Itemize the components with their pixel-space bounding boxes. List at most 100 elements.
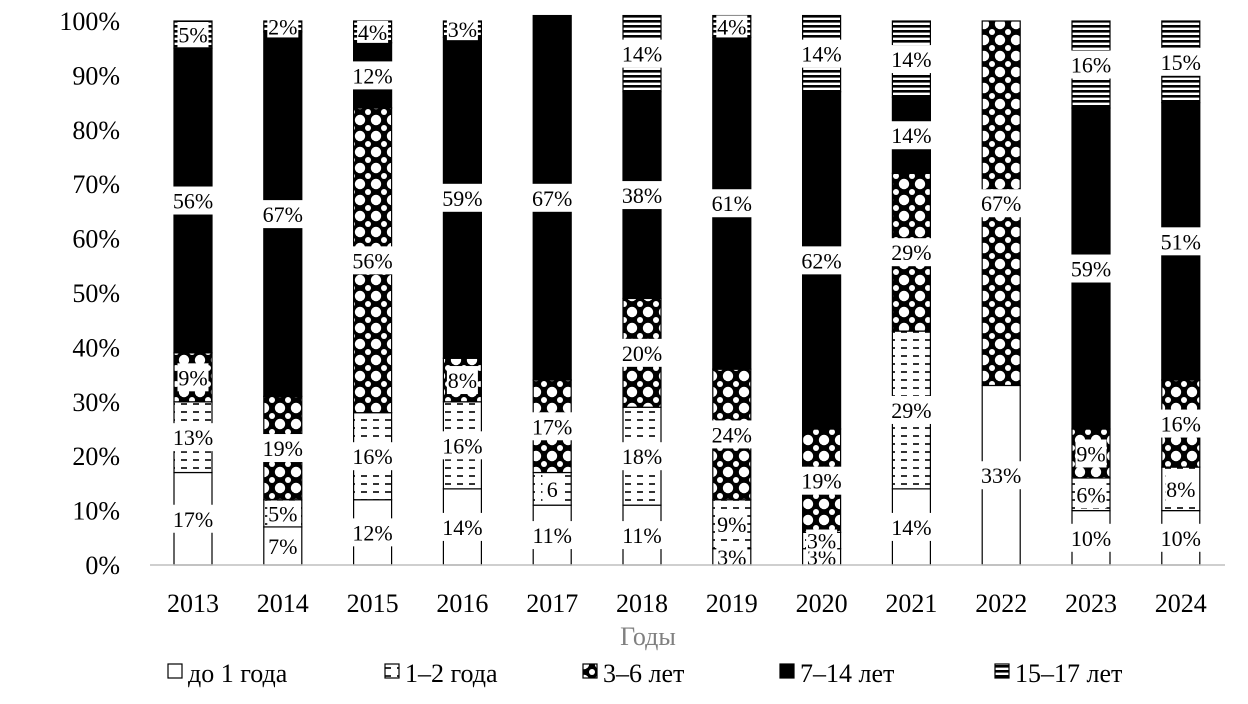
data-label: 11%: [622, 523, 662, 548]
data-label-bg: [710, 189, 754, 218]
data-label-bg: [1159, 523, 1203, 552]
data-label: 20%: [622, 341, 662, 366]
x-tick-label: 2017: [526, 589, 578, 618]
x-tick-label: 2021: [885, 589, 937, 618]
data-label: 9%: [178, 365, 207, 390]
data-label: 16%: [1071, 53, 1111, 78]
data-label-bg: [1165, 474, 1197, 503]
data-label-bg: [177, 363, 209, 392]
data-label-bg: [620, 338, 664, 367]
data-label-bg: [530, 183, 574, 212]
data-label-bg: [542, 474, 562, 503]
data-label: 67%: [263, 202, 303, 227]
x-tick-label: 2019: [706, 589, 758, 618]
legend-label: 7–14 лет: [800, 659, 894, 688]
data-label-bg: [441, 183, 484, 212]
data-label-bg: [800, 246, 843, 275]
data-label-bg: [441, 512, 484, 541]
data-label: 9%: [1076, 441, 1105, 466]
data-label-bg: [530, 412, 574, 441]
data-label: 14%: [442, 515, 482, 540]
data-label: 19%: [801, 469, 841, 494]
data-label: 5%: [268, 501, 297, 526]
data-label: 12%: [352, 520, 392, 545]
data-label: 4%: [717, 14, 746, 39]
data-label: 3%: [448, 17, 477, 42]
data-label: 56%: [173, 189, 213, 214]
y-tick-label: 0%: [85, 551, 120, 580]
data-label: 51%: [1161, 229, 1201, 254]
data-label: 17%: [173, 507, 213, 532]
data-label-bg: [351, 246, 394, 275]
x-tick-label: 2013: [167, 589, 219, 618]
data-label: 14%: [891, 515, 931, 540]
data-label: 7%: [268, 534, 297, 559]
data-label-bg: [267, 531, 299, 560]
data-label: 14%: [891, 123, 931, 148]
data-label: 12%: [352, 63, 392, 88]
data-label: 38%: [622, 183, 662, 208]
x-tick-label: 2023: [1065, 589, 1117, 618]
data-label: 13%: [173, 425, 213, 450]
data-label-bg: [267, 15, 299, 38]
data-label: 59%: [1071, 257, 1111, 282]
data-label: 14%: [891, 47, 931, 72]
data-label-bg: [806, 529, 838, 552]
data-label: 14%: [801, 42, 841, 67]
data-label: 11%: [532, 523, 572, 548]
data-label: 17%: [532, 414, 572, 439]
data-label-bg: [890, 45, 933, 74]
data-label-bg: [267, 500, 299, 526]
y-tick-label: 70%: [72, 170, 120, 199]
data-label-bg: [351, 518, 394, 547]
data-label: 8%: [448, 368, 477, 393]
data-label-bg: [446, 18, 478, 41]
data-label-bg: [1075, 439, 1107, 468]
legend-label: 15–17 лет: [1015, 659, 1122, 688]
legend-swatch: [384, 663, 400, 679]
data-label-bg: [979, 189, 1023, 218]
y-tick-label: 40%: [72, 333, 120, 362]
data-label-bg: [1069, 523, 1113, 552]
data-label-bg: [800, 39, 843, 68]
x-axis-title: Годы: [620, 622, 676, 651]
data-labels-layer: 17% 13% 9% 56% 5% 7% 5% 19% 67% 2% 12% 16% 56% 12% 4% 1…: [171, 14, 1203, 570]
x-tick-label: 2020: [796, 589, 848, 618]
data-label-bg: [1159, 409, 1203, 438]
data-label-bg: [890, 395, 933, 424]
data-label-bg: [1075, 480, 1107, 509]
legend-label: 3–6 лет: [603, 659, 684, 688]
data-label: 29%: [891, 398, 931, 423]
legend-label: 1–2 года: [405, 659, 498, 688]
legend-swatch: [582, 663, 598, 679]
legend-swatch: [167, 663, 183, 679]
data-label-bg: [1069, 254, 1113, 283]
axes-layer: 2013 2014 2015 2016 2017 2018 2019 2020 2021 2022…: [59, 7, 1225, 618]
data-label: 24%: [712, 422, 752, 447]
data-label-bg: [261, 434, 305, 463]
data-label-bg: [530, 521, 574, 550]
data-label: 56%: [352, 248, 392, 273]
y-tick-label: 80%: [72, 116, 120, 145]
data-label-bg: [620, 442, 664, 471]
data-label: 61%: [712, 191, 752, 216]
data-label: 16%: [352, 444, 392, 469]
data-label: 4%: [358, 20, 387, 45]
legend-label: до 1 года: [188, 659, 288, 688]
data-label-bg: [1159, 227, 1203, 256]
data-label: 2%: [268, 14, 297, 39]
data-label: 19%: [263, 436, 303, 461]
data-label-bg: [446, 366, 478, 395]
legend-swatch: [994, 663, 1010, 679]
data-label-bg: [171, 423, 215, 452]
x-tick-label: 2015: [347, 589, 399, 618]
data-label-bg: [1159, 47, 1203, 76]
y-tick-label: 50%: [72, 279, 120, 308]
data-label-bg: [890, 238, 933, 267]
data-label-bg: [716, 545, 748, 568]
data-label: 59%: [442, 186, 482, 211]
legend: до 1 года 1–2 года 3–6 лет 7–14 лет 15–17 ле…: [167, 659, 1122, 688]
data-label: 14%: [622, 42, 662, 67]
